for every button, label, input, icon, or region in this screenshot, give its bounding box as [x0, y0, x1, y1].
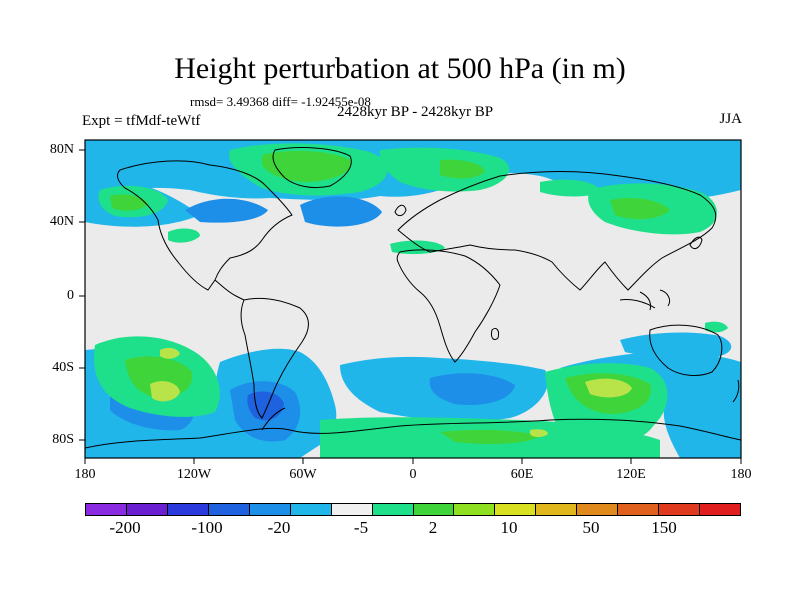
colorbar-swatch: [331, 504, 373, 515]
colorbar-swatch: [208, 504, 250, 515]
season-label: JJA: [719, 111, 742, 127]
lat-label-40s: 40S: [52, 360, 74, 375]
colorbar-swatch: [126, 504, 168, 515]
colorbar-swatch: [167, 504, 209, 515]
arctic-green-core: [110, 150, 670, 220]
new-zealand-outline: [732, 379, 740, 403]
experiment-label: Expt = tfMdf-teWtf: [82, 113, 201, 129]
lat-label-0: 0: [67, 288, 74, 303]
colorbar-label-50: 50: [582, 518, 600, 537]
colorbar-swatch: [495, 504, 537, 515]
lat-label-80n: 80N: [49, 142, 74, 157]
colorbar-label-150: 150: [651, 518, 677, 537]
southeast-asia-islands: [619, 289, 671, 311]
north-america-outline: [117, 160, 293, 291]
lat-label-40n: 40N: [49, 214, 74, 229]
southern-ocean-dark-blue: [247, 391, 284, 421]
antarctica-outline: [85, 418, 741, 449]
rmsd-stats: rmsd= 3.49368 diff= -1.92455e-08: [190, 94, 371, 109]
greenland-outline: [272, 147, 352, 189]
colorbar-swatch: [700, 504, 740, 515]
colorbar-label-minus-100: -100: [191, 518, 223, 537]
japan-outline: [689, 236, 703, 250]
madagascar-outline: [491, 327, 499, 341]
lon-label-120e: 120E: [616, 467, 646, 482]
lon-label-180e: 180: [730, 467, 752, 482]
colorbar-swatch: [290, 504, 332, 515]
time-subtitle: 2428kyr BP - 2428kyr BP: [336, 104, 494, 120]
colorbar-swatch: [536, 504, 578, 515]
plot-title: Height perturbation at 500 hPa (in m): [174, 52, 626, 85]
lon-label-120w: 120W: [176, 467, 212, 482]
lon-label-60w: 60W: [289, 467, 317, 482]
lon-label-60e: 60E: [510, 467, 534, 482]
colorbar-label-10: 10: [500, 518, 518, 537]
lon-label-0: 0: [409, 467, 417, 482]
colorbar-swatch: [659, 504, 701, 515]
lon-label-180w: 180: [74, 467, 96, 482]
africa-outline: [396, 249, 501, 363]
colorbar-swatch: [618, 504, 660, 515]
british-isles-outline: [394, 204, 407, 217]
colorbar-swatch: [413, 504, 455, 515]
colorbar: [85, 503, 741, 516]
colorbar-label-2: 2: [428, 518, 438, 537]
colorbar-swatch: [372, 504, 414, 515]
colorbar-label-minus-5: -5: [353, 518, 369, 537]
south-america-outline: [240, 297, 309, 419]
colorbar-label-minus-200: -200: [109, 518, 141, 537]
colorbar-swatch: [454, 504, 496, 515]
australia-outline: [649, 324, 723, 376]
colorbar-swatch: [86, 504, 127, 515]
north-atlantic-medium-blue: [185, 196, 382, 227]
colorbar-swatch: [577, 504, 619, 515]
tick-marks: [79, 149, 742, 464]
southern-yellow-core: [150, 347, 632, 437]
eurasia-outline: [397, 171, 717, 291]
central-america-outline: [214, 279, 245, 301]
antarctic-peninsula-outline: [261, 407, 286, 431]
lat-label-80s: 80S: [52, 432, 74, 447]
colorbar-swatch: [249, 504, 291, 515]
colorbar-label-minus-20: -20: [267, 518, 291, 537]
coastlines: [85, 147, 741, 449]
